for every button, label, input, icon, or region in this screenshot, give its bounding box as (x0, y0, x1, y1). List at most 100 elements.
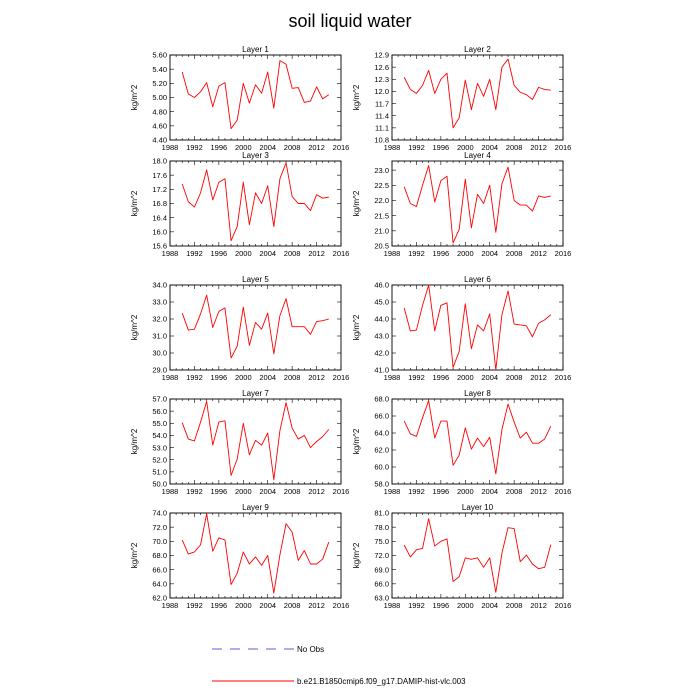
series-line (403, 58, 551, 129)
y-tick-label: 22.0 (374, 196, 389, 205)
y-tick-label: 22.5 (374, 181, 389, 190)
y-tick-label: 45.0 (374, 298, 389, 307)
y-tick-label: 5.20 (152, 79, 167, 88)
panel-title: Layer 2 (464, 45, 491, 54)
x-tick-label: 1992 (408, 143, 425, 152)
y-tick-label: 5.40 (152, 65, 167, 74)
plot-frame (169, 512, 342, 599)
x-tick-label: 2016 (555, 373, 572, 382)
y-tick-label: 16.0 (152, 228, 167, 237)
y-tick-label: 17.6 (152, 171, 167, 180)
panel-layer-4: Layer 4 kg/m^2 1988 1992 1996 2000 2004 2008 201… (352, 151, 571, 258)
x-tick-label: 1988 (384, 249, 401, 258)
x-tick-label: 2000 (457, 143, 474, 152)
y-tick-label: 12.9 (374, 51, 389, 60)
x-tick-label: 1996 (433, 249, 450, 258)
y-tick-label: 81.0 (374, 509, 389, 518)
x-tick-label: 2012 (530, 487, 547, 496)
x-tick-label: 2016 (333, 143, 350, 152)
y-axis-label: kg/m^2 (352, 314, 361, 340)
x-tick-label: 2000 (457, 601, 474, 610)
x-tick-label: 2000 (235, 249, 252, 258)
x-tick-label: 2004 (259, 373, 276, 382)
y-tick-label: 11.7 (375, 99, 389, 108)
panel-layer-7: Layer 7 kg/m^2 1988 1992 1996 2000 2004 2008 201… (130, 389, 349, 496)
x-tick-label: 1996 (211, 143, 228, 152)
x-tick-label: 2004 (259, 487, 276, 496)
x-tick-label: 2016 (333, 249, 350, 258)
y-tick-label: 23.0 (374, 166, 389, 175)
x-tick-label: 1992 (186, 143, 203, 152)
x-tick-label: 2008 (506, 249, 523, 258)
x-tick-label: 2012 (530, 601, 547, 610)
y-tick-label: 63.0 (374, 594, 389, 603)
y-tick-label: 78.0 (374, 523, 389, 532)
x-tick-label: 1992 (186, 249, 203, 258)
y-tick-label: 55.0 (152, 419, 167, 428)
panel-title: Layer 9 (242, 503, 269, 512)
y-tick-label: 44.0 (374, 315, 389, 324)
series-line (181, 400, 330, 481)
panel-title: Layer 6 (464, 275, 491, 284)
x-tick-label: 2012 (308, 601, 325, 610)
y-tick-label: 74.0 (152, 509, 167, 518)
x-tick-label: 2012 (530, 249, 547, 258)
y-tick-label: 32.0 (152, 315, 167, 324)
y-tick-label: 68.0 (152, 551, 167, 560)
y-tick-label: 16.4 (152, 213, 167, 222)
x-tick-label: 2012 (530, 143, 547, 152)
y-tick-label: 4.60 (152, 122, 167, 131)
x-tick-label: 2008 (284, 487, 301, 496)
panel-title: Layer 7 (242, 389, 269, 398)
panel-title: Layer 10 (462, 503, 494, 512)
y-tick-label: 69.0 (374, 565, 389, 574)
plot-frame (169, 398, 342, 485)
y-tick-label: 56.0 (152, 407, 167, 416)
x-tick-label: 2008 (506, 601, 523, 610)
y-tick-label: 16.8 (152, 199, 167, 208)
y-tick-label: 33.0 (152, 298, 167, 307)
x-tick-label: 2016 (333, 601, 350, 610)
x-tick-label: 2000 (235, 373, 252, 382)
y-tick-label: 17.2 (152, 185, 167, 194)
plot-frame (391, 54, 564, 141)
panels: Layer 1 kg/m^2 1988 1992 1996 2000 2004 2008 201… (130, 45, 571, 610)
panel-layer-5: Layer 5 kg/m^2 1988 1992 1996 2000 2004 2008 201… (130, 275, 349, 382)
series-line (403, 284, 552, 371)
x-tick-label: 1988 (162, 601, 179, 610)
series-line (403, 165, 551, 244)
y-tick-label: 70.0 (152, 537, 167, 546)
y-tick-label: 4.40 (152, 136, 167, 145)
series-line (181, 294, 329, 359)
x-tick-label: 2004 (481, 373, 498, 382)
y-tick-label: 18.0 (152, 157, 167, 166)
y-axis-label: kg/m^2 (352, 542, 361, 568)
y-tick-label: 64.0 (374, 429, 389, 438)
x-tick-label: 2016 (555, 601, 572, 610)
y-tick-label: 15.6 (152, 242, 167, 251)
y-axis-label: kg/m^2 (130, 428, 139, 454)
panel-title: Layer 1 (242, 45, 269, 54)
x-tick-label: 1992 (408, 249, 425, 258)
y-tick-label: 21.0 (374, 227, 389, 236)
x-tick-label: 1992 (408, 373, 425, 382)
x-tick-label: 2000 (235, 487, 252, 496)
x-tick-label: 2012 (308, 249, 325, 258)
legend-label-no-obs: No Obs (297, 645, 324, 654)
y-axis-label: kg/m^2 (352, 190, 361, 216)
x-tick-label: 1996 (433, 143, 450, 152)
x-tick-label: 2012 (530, 373, 547, 382)
x-tick-label: 2012 (308, 373, 325, 382)
x-tick-label: 1992 (408, 601, 425, 610)
panel-layer-9: Layer 9 kg/m^2 1988 1992 1996 2000 2004 2008 201… (130, 503, 349, 610)
y-tick-label: 54.0 (152, 431, 167, 440)
x-tick-label: 2008 (506, 143, 523, 152)
x-tick-label: 2012 (308, 487, 325, 496)
series-line (403, 400, 552, 475)
x-tick-label: 1988 (384, 601, 401, 610)
x-tick-label: 2004 (259, 601, 276, 610)
y-axis-label: kg/m^2 (130, 314, 139, 340)
y-axis-label: kg/m^2 (130, 542, 139, 568)
x-tick-label: 1992 (186, 373, 203, 382)
